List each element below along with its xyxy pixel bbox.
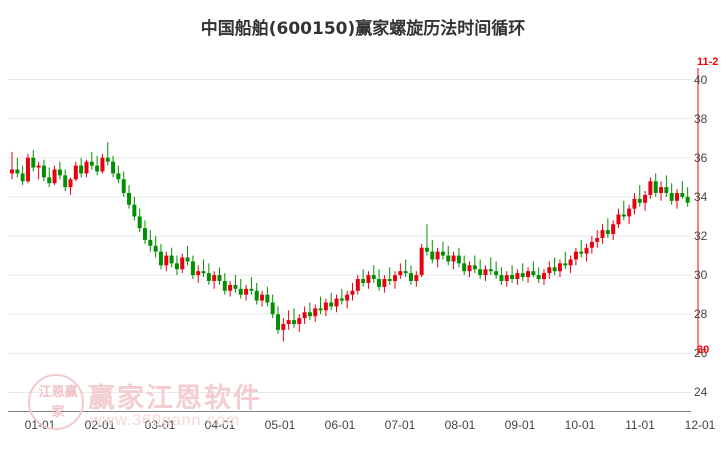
- y-axis-tick-label: 36: [694, 150, 708, 165]
- y-axis-tick-label: 26: [694, 346, 708, 361]
- page-title: 中国船舶(600150)赢家螺旋历法时间循环: [200, 19, 526, 39]
- x-axis-tick-label: 03-01: [144, 418, 176, 432]
- y-axis-tick-label: 24: [694, 385, 708, 400]
- x-axis-tick-label: 11-01: [625, 418, 655, 432]
- chart-plot-area[interactable]: [8, 60, 691, 412]
- x-axis-tick-label: 09-01: [504, 418, 536, 432]
- y-axis-tick-label: 32: [694, 229, 708, 243]
- cycle-top-label: 11-2: [697, 55, 719, 68]
- x-axis-tick-label: 06-01: [324, 418, 356, 432]
- y-axis-tick-label: 38: [694, 111, 708, 126]
- x-axis-tick-label: 02-01: [84, 418, 116, 432]
- gridlines: [8, 79, 691, 393]
- y-axis-tick-label: 40: [694, 72, 708, 87]
- candlestick-series: [10, 142, 691, 342]
- x-axis: 01-01 02-01 03-01 04-01 05-01 06-01 07-01 08-01…: [0, 418, 726, 442]
- x-axis-tick-label: 07-01: [384, 418, 416, 432]
- x-axis-tick-label: 10-01: [564, 418, 596, 432]
- cycle-bottom-label: 30: [697, 344, 710, 357]
- y-axis-tick-label: 34: [694, 189, 708, 204]
- x-axis-tick-label: 04-01: [204, 418, 236, 432]
- x-axis-tick-label: 08-01: [444, 418, 476, 432]
- x-axis-tick-label: 12-01: [684, 418, 716, 432]
- y-axis-tick-label: 28: [694, 307, 708, 322]
- candlestick-svg: [8, 79, 691, 412]
- x-axis-tick-label: 05-01: [264, 418, 296, 432]
- x-axis-tick-label: 01-01: [24, 418, 56, 432]
- y-axis: 40 38 36 34 32 30 28 26 24: [694, 60, 726, 420]
- y-axis-tick-label: 30: [694, 268, 708, 283]
